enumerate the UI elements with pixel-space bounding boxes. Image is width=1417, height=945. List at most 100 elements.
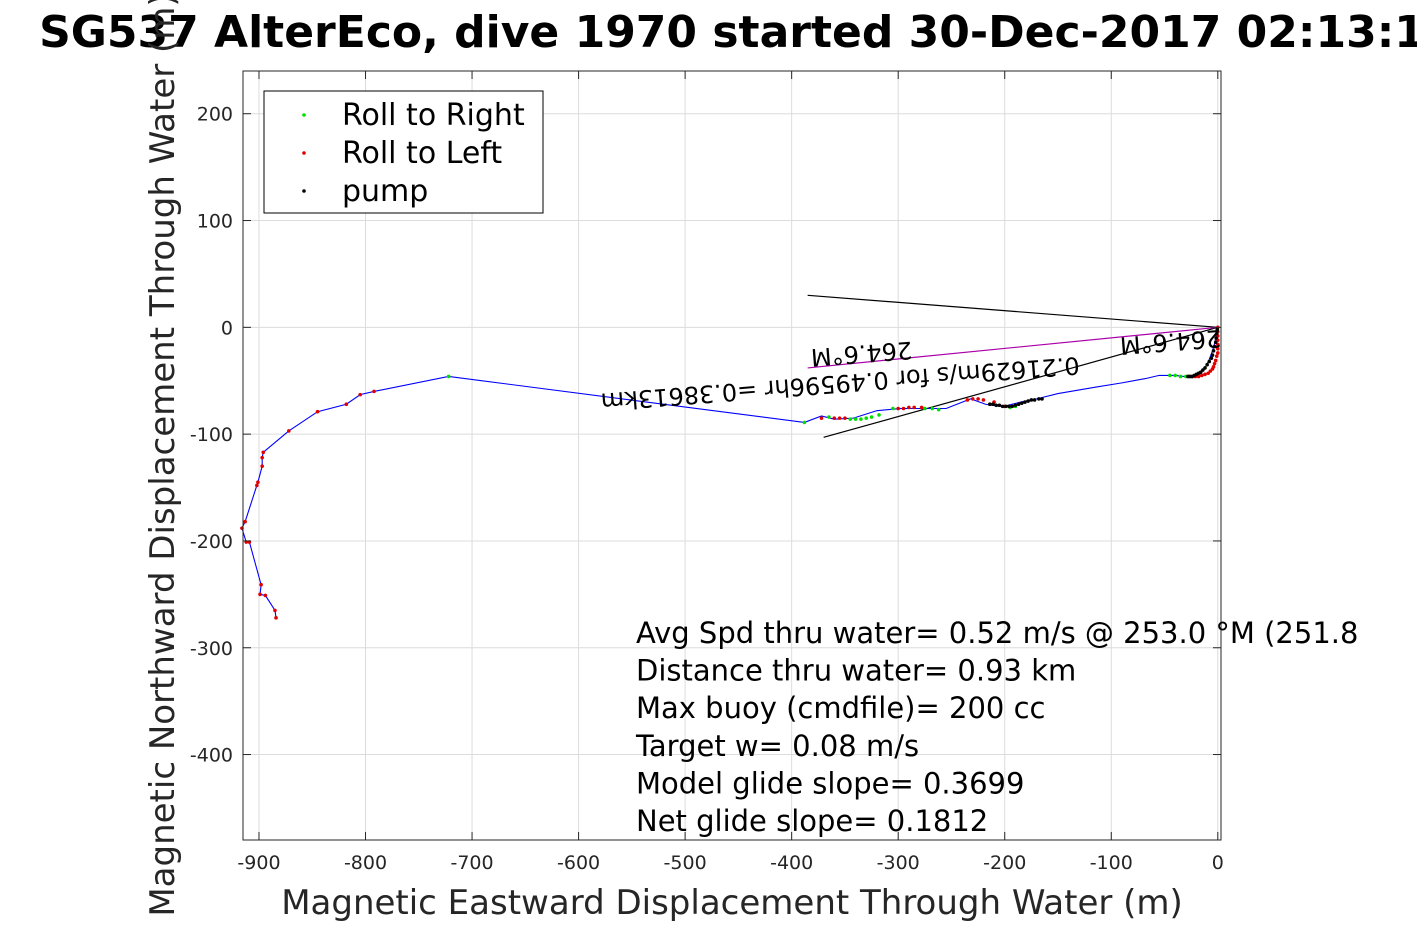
legend-label-pump: pump bbox=[342, 174, 428, 209]
point-roll-to-left bbox=[896, 406, 900, 411]
point-roll-to-left bbox=[912, 405, 916, 410]
point-roll-to-right bbox=[859, 417, 863, 421]
point-pump bbox=[1212, 344, 1217, 349]
point-pump bbox=[1032, 398, 1037, 402]
stats-line: Avg Spd thru water= 0.52 m/s @ 253.0 °M … bbox=[636, 616, 1358, 650]
point-pump bbox=[1016, 402, 1021, 407]
y-tick-label: 200 bbox=[197, 104, 233, 126]
point-roll-to-right bbox=[827, 415, 831, 419]
point-pump bbox=[1023, 400, 1027, 404]
point-pump bbox=[1214, 336, 1219, 340]
legend-marker-roll-right bbox=[302, 113, 306, 117]
point-roll-to-left bbox=[843, 416, 847, 420]
x-tick-label: -100 bbox=[1090, 852, 1133, 874]
point-pump bbox=[1214, 331, 1219, 336]
stats-line: Net glide slope= 0.1812 bbox=[636, 804, 988, 838]
point-roll-to-left bbox=[1216, 346, 1220, 351]
point-roll-to-left bbox=[256, 480, 260, 485]
point-roll-to-left bbox=[819, 416, 824, 420]
point-pump bbox=[994, 403, 999, 408]
x-tick-label: -200 bbox=[983, 852, 1026, 874]
point-roll-to-left bbox=[976, 397, 980, 401]
legend-marker-pump bbox=[302, 189, 306, 193]
chart-title: SG537 AlterEco, dive 1970 started 30-Dec… bbox=[39, 7, 1417, 58]
x-tick-label: -700 bbox=[450, 852, 493, 874]
point-pump bbox=[1040, 397, 1044, 401]
point-roll-to-right bbox=[802, 420, 807, 425]
point-pump bbox=[1003, 404, 1008, 409]
point-pump bbox=[1019, 401, 1024, 405]
x-tick-label: -500 bbox=[664, 852, 707, 874]
point-roll-to-left bbox=[358, 392, 362, 397]
point-roll-to-left bbox=[965, 398, 970, 402]
point-roll-to-right bbox=[930, 406, 935, 411]
y-tick-label: -100 bbox=[190, 424, 233, 446]
point-pump bbox=[1210, 353, 1215, 357]
point-roll-to-left bbox=[344, 402, 349, 407]
point-roll-to-left bbox=[315, 409, 320, 414]
reference-lines bbox=[807, 294, 1218, 438]
reference-line bbox=[807, 294, 1218, 328]
point-roll-to-left bbox=[259, 582, 263, 587]
x-tick-label: 0 bbox=[1212, 852, 1224, 874]
legend-box bbox=[263, 90, 544, 214]
point-roll-to-right bbox=[1173, 373, 1177, 378]
ticks: -900 -800 -700 -600 -500 -400 -300 -200 -100 0 200… bbox=[190, 71, 1224, 874]
stats-line: Model glide slope= 0.3699 bbox=[636, 766, 1024, 800]
point-roll-to-left bbox=[901, 406, 906, 411]
point-pump bbox=[1207, 359, 1212, 364]
x-tick-label: -800 bbox=[344, 852, 387, 874]
point-roll-to-left bbox=[919, 405, 924, 410]
y-tick-label: -300 bbox=[190, 638, 233, 660]
point-roll-to-right bbox=[446, 374, 451, 379]
point-roll-to-left bbox=[261, 450, 266, 455]
point-pump bbox=[1000, 404, 1005, 409]
point-pump bbox=[1026, 399, 1030, 403]
point-pump bbox=[1010, 404, 1014, 409]
point-roll-to-left bbox=[1200, 373, 1204, 378]
y-tick-label: 0 bbox=[221, 317, 233, 339]
point-roll-to-left bbox=[1216, 351, 1220, 355]
point-roll-to-right bbox=[1168, 373, 1172, 378]
reference-line bbox=[823, 326, 1218, 438]
point-pump bbox=[1211, 349, 1216, 353]
point-roll-to-left bbox=[1203, 372, 1207, 377]
plot-frame bbox=[242, 70, 1222, 841]
point-roll-to-right bbox=[864, 416, 869, 420]
point-roll-to-right bbox=[1178, 374, 1183, 379]
point-roll-to-right bbox=[869, 415, 874, 419]
point-pump bbox=[1013, 403, 1018, 408]
point-roll-to-right bbox=[877, 413, 881, 417]
y-axis-label: Magnetic Northward Displacement Through … bbox=[143, 0, 183, 917]
point-pump bbox=[997, 403, 1002, 408]
point-roll-to-left bbox=[258, 592, 262, 597]
point-roll-to-left bbox=[1213, 358, 1218, 363]
point-pump bbox=[1215, 327, 1220, 332]
point-pump bbox=[1007, 404, 1011, 409]
point-roll-to-left bbox=[273, 608, 277, 613]
point-pump bbox=[1037, 397, 1041, 401]
point-roll-to-left bbox=[260, 464, 264, 468]
point-roll-to-left bbox=[970, 397, 975, 401]
point-roll-to-left bbox=[260, 455, 264, 460]
point-roll-to-left bbox=[981, 398, 986, 402]
point-pump bbox=[1029, 398, 1034, 402]
point-roll-to-left bbox=[274, 616, 278, 620]
point-roll-to-right bbox=[891, 406, 895, 411]
legend: Roll to Right Roll to Left pump bbox=[263, 90, 544, 214]
x-tick-label: -600 bbox=[557, 852, 600, 874]
point-roll-to-left bbox=[1214, 354, 1219, 358]
point-roll-to-left bbox=[372, 389, 376, 394]
point-roll-to-right bbox=[923, 406, 927, 411]
point-pump bbox=[1209, 356, 1214, 361]
stats-line: Distance thru water= 0.93 km bbox=[636, 654, 1076, 688]
point-pump bbox=[988, 402, 992, 407]
legend-label-roll-left: Roll to Left bbox=[342, 136, 502, 171]
point-roll-to-left bbox=[243, 519, 247, 524]
x-tick-label: -300 bbox=[877, 852, 920, 874]
reference-line bbox=[807, 326, 1218, 369]
stats-line: Target w= 0.08 m/s bbox=[635, 729, 919, 763]
point-roll-to-left bbox=[263, 593, 268, 598]
point-roll-to-left bbox=[1206, 371, 1211, 376]
